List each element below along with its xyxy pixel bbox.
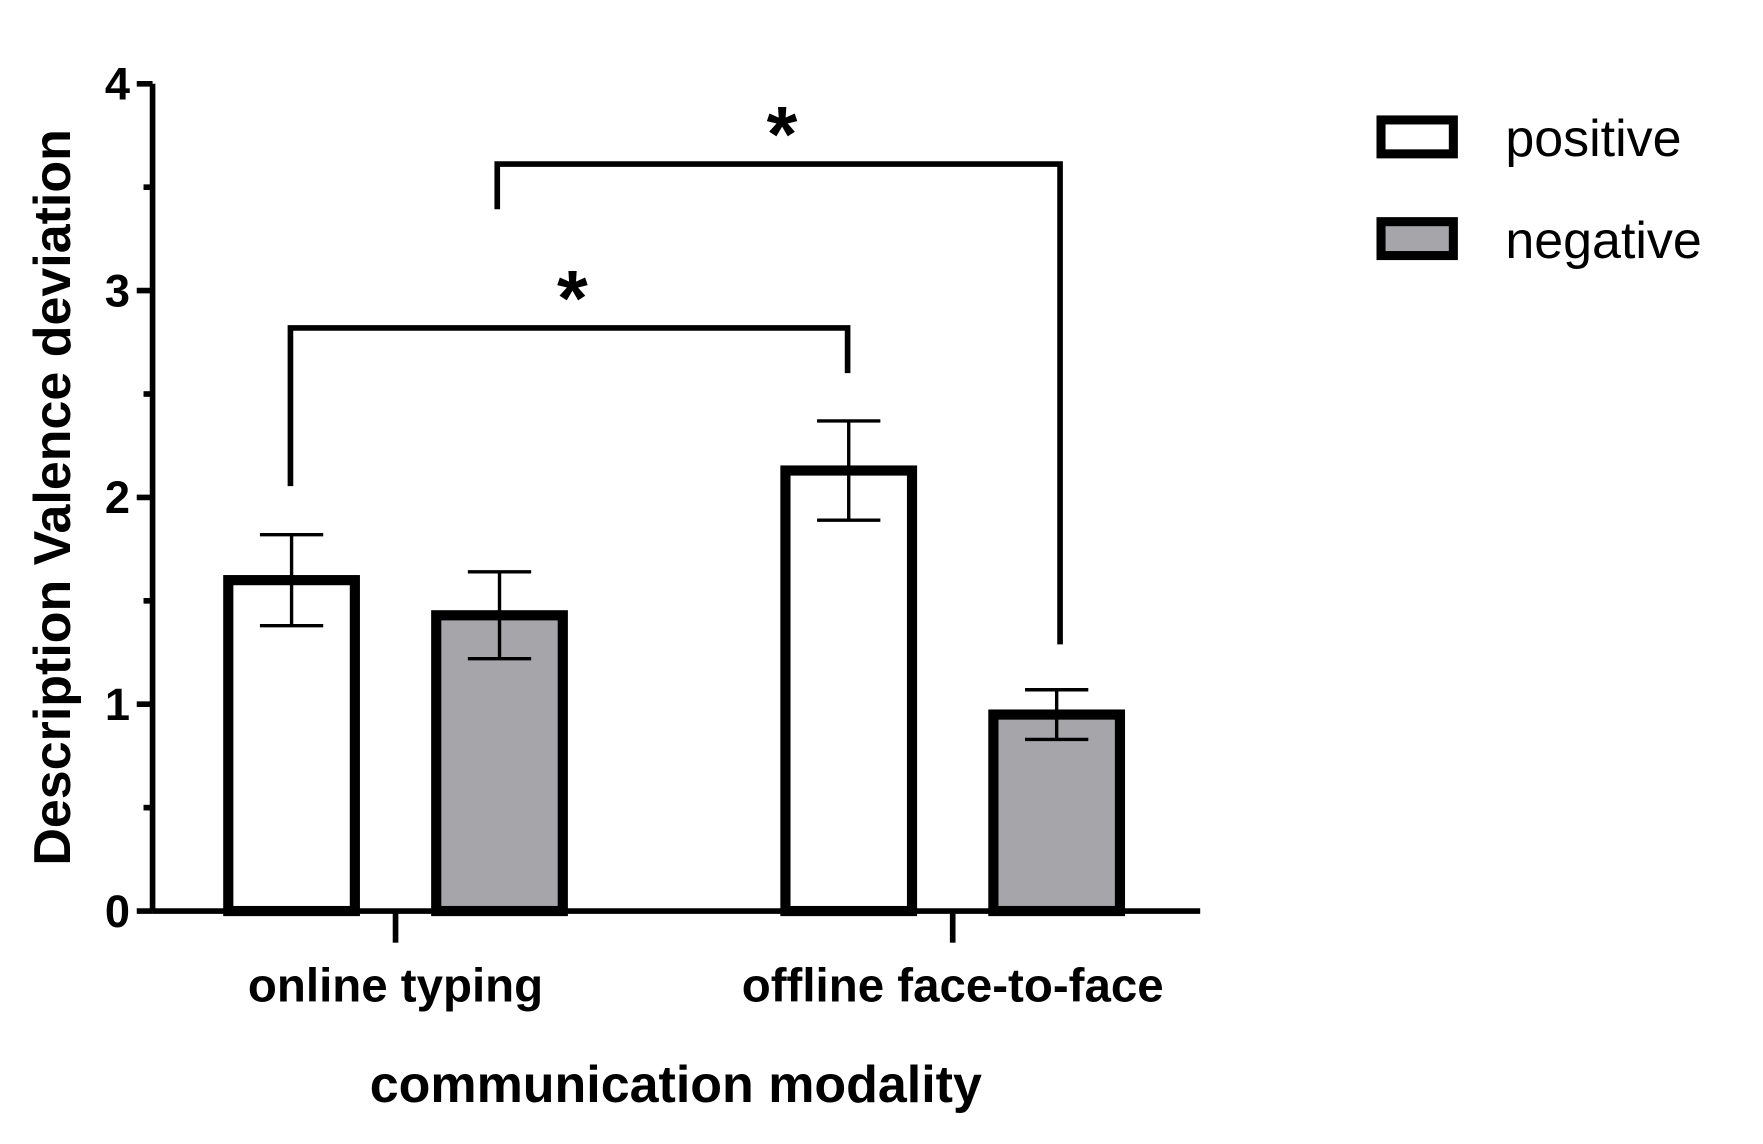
legend-label: positive bbox=[1505, 110, 1681, 168]
y-tick-label: 3 bbox=[105, 265, 130, 316]
legend-swatch bbox=[1376, 217, 1458, 261]
legend-swatch bbox=[1376, 115, 1458, 159]
y-tick-label: 2 bbox=[105, 472, 130, 523]
y-axis-label: Description Valence deviation bbox=[24, 129, 82, 865]
significance-bracket bbox=[287, 325, 851, 487]
y-tick-label: 4 bbox=[105, 59, 130, 110]
error-bar bbox=[259, 532, 324, 628]
error-bar bbox=[1025, 688, 1089, 742]
x-axis-label: communication modality bbox=[370, 1056, 982, 1114]
x-tick-label: offline face-to-face bbox=[742, 959, 1164, 1012]
error-bar bbox=[817, 419, 881, 522]
y-tick-label: 1 bbox=[105, 679, 130, 730]
bar bbox=[223, 575, 360, 917]
significance-star: * bbox=[767, 90, 798, 179]
x-tick-label: online typing bbox=[248, 959, 543, 1012]
y-tick-label: 0 bbox=[105, 886, 130, 937]
bar bbox=[431, 610, 568, 917]
bar bbox=[988, 709, 1126, 917]
significance-bracket bbox=[494, 161, 1063, 645]
error-bar bbox=[467, 570, 532, 661]
legend-label: negative bbox=[1505, 212, 1701, 270]
significance-star: * bbox=[557, 254, 588, 343]
bar bbox=[780, 465, 918, 917]
